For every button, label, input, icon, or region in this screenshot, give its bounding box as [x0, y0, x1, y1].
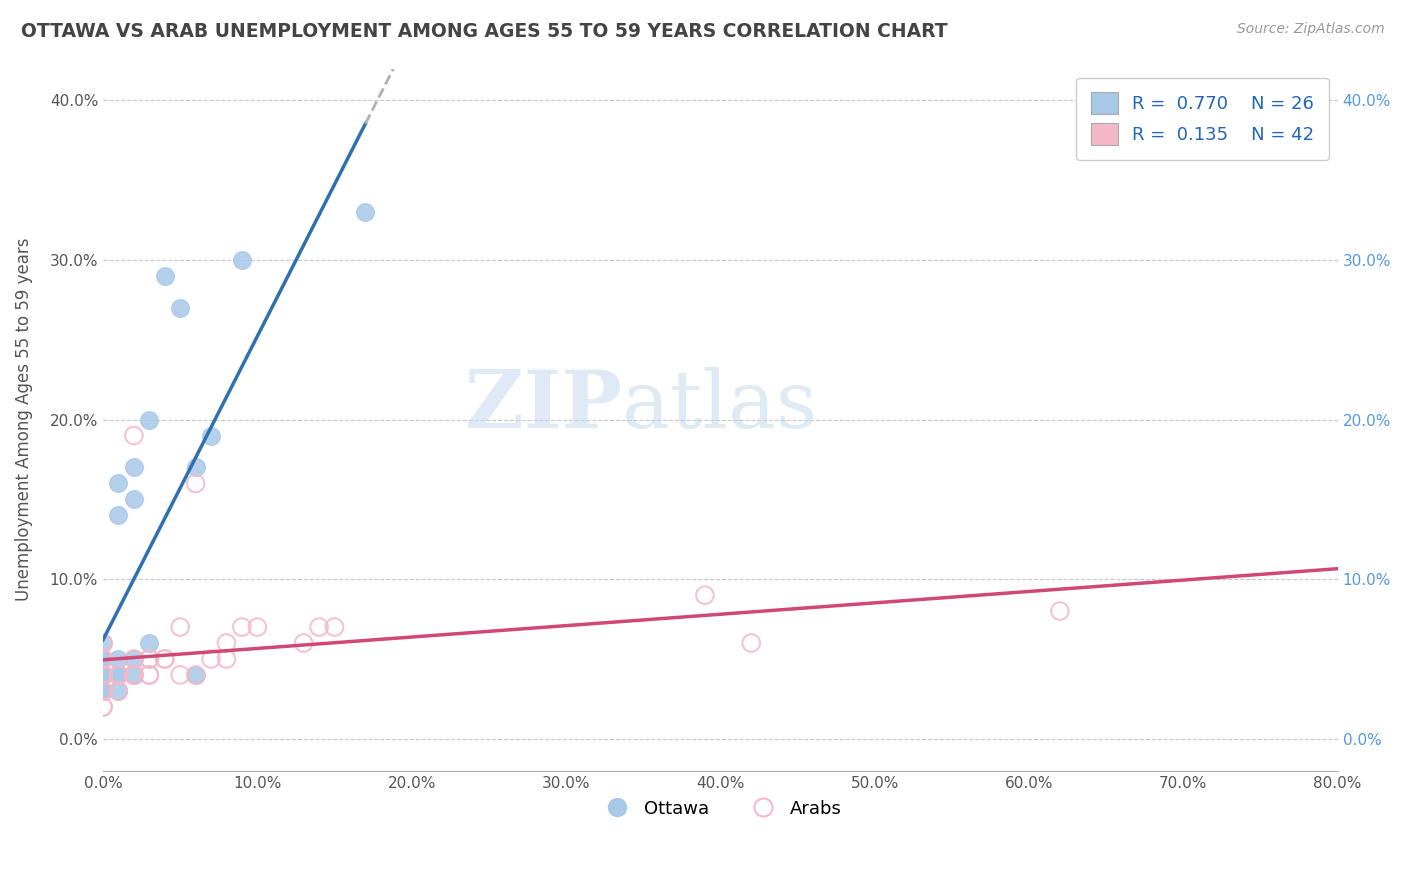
Point — [107, 476, 129, 491]
Legend: Ottawa, Arabs: Ottawa, Arabs — [592, 792, 849, 825]
Point — [91, 668, 114, 682]
Point — [91, 684, 114, 698]
Point — [138, 652, 160, 666]
Point — [138, 652, 160, 666]
Point — [215, 652, 238, 666]
Point — [122, 668, 145, 682]
Point — [354, 205, 377, 219]
Point — [91, 699, 114, 714]
Point — [122, 668, 145, 682]
Point — [138, 412, 160, 426]
Point — [91, 668, 114, 682]
Point — [91, 652, 114, 666]
Point — [107, 508, 129, 523]
Point — [91, 684, 114, 698]
Point — [91, 699, 114, 714]
Text: atlas: atlas — [621, 367, 817, 444]
Point — [91, 668, 114, 682]
Point — [169, 668, 191, 682]
Point — [91, 652, 114, 666]
Point — [740, 636, 762, 650]
Point — [200, 428, 222, 442]
Point — [91, 668, 114, 682]
Text: Source: ZipAtlas.com: Source: ZipAtlas.com — [1237, 22, 1385, 37]
Point — [122, 668, 145, 682]
Point — [292, 636, 315, 650]
Point — [153, 652, 176, 666]
Point — [91, 668, 114, 682]
Y-axis label: Unemployment Among Ages 55 to 59 years: Unemployment Among Ages 55 to 59 years — [15, 238, 32, 601]
Point — [107, 684, 129, 698]
Point — [91, 684, 114, 698]
Point — [107, 652, 129, 666]
Point — [200, 652, 222, 666]
Point — [91, 684, 114, 698]
Point — [246, 620, 269, 634]
Point — [1049, 604, 1071, 618]
Point — [122, 492, 145, 507]
Point — [91, 636, 114, 650]
Point — [231, 253, 253, 268]
Point — [138, 636, 160, 650]
Point — [138, 668, 160, 682]
Point — [91, 684, 114, 698]
Point — [122, 652, 145, 666]
Point — [169, 301, 191, 315]
Point — [91, 636, 114, 650]
Point — [184, 476, 207, 491]
Point — [169, 620, 191, 634]
Point — [323, 620, 346, 634]
Point — [153, 652, 176, 666]
Point — [693, 588, 716, 602]
Point — [231, 620, 253, 634]
Point — [308, 620, 330, 634]
Point — [91, 652, 114, 666]
Point — [91, 668, 114, 682]
Text: ZIP: ZIP — [464, 367, 621, 444]
Point — [107, 668, 129, 682]
Point — [107, 668, 129, 682]
Point — [91, 652, 114, 666]
Point — [184, 668, 207, 682]
Point — [122, 652, 145, 666]
Point — [138, 668, 160, 682]
Point — [184, 668, 207, 682]
Point — [122, 460, 145, 475]
Point — [122, 668, 145, 682]
Point — [215, 636, 238, 650]
Point — [107, 668, 129, 682]
Point — [184, 460, 207, 475]
Point — [122, 428, 145, 442]
Point — [107, 684, 129, 698]
Point — [107, 668, 129, 682]
Text: OTTAWA VS ARAB UNEMPLOYMENT AMONG AGES 55 TO 59 YEARS CORRELATION CHART: OTTAWA VS ARAB UNEMPLOYMENT AMONG AGES 5… — [21, 22, 948, 41]
Point — [153, 268, 176, 283]
Point — [107, 668, 129, 682]
